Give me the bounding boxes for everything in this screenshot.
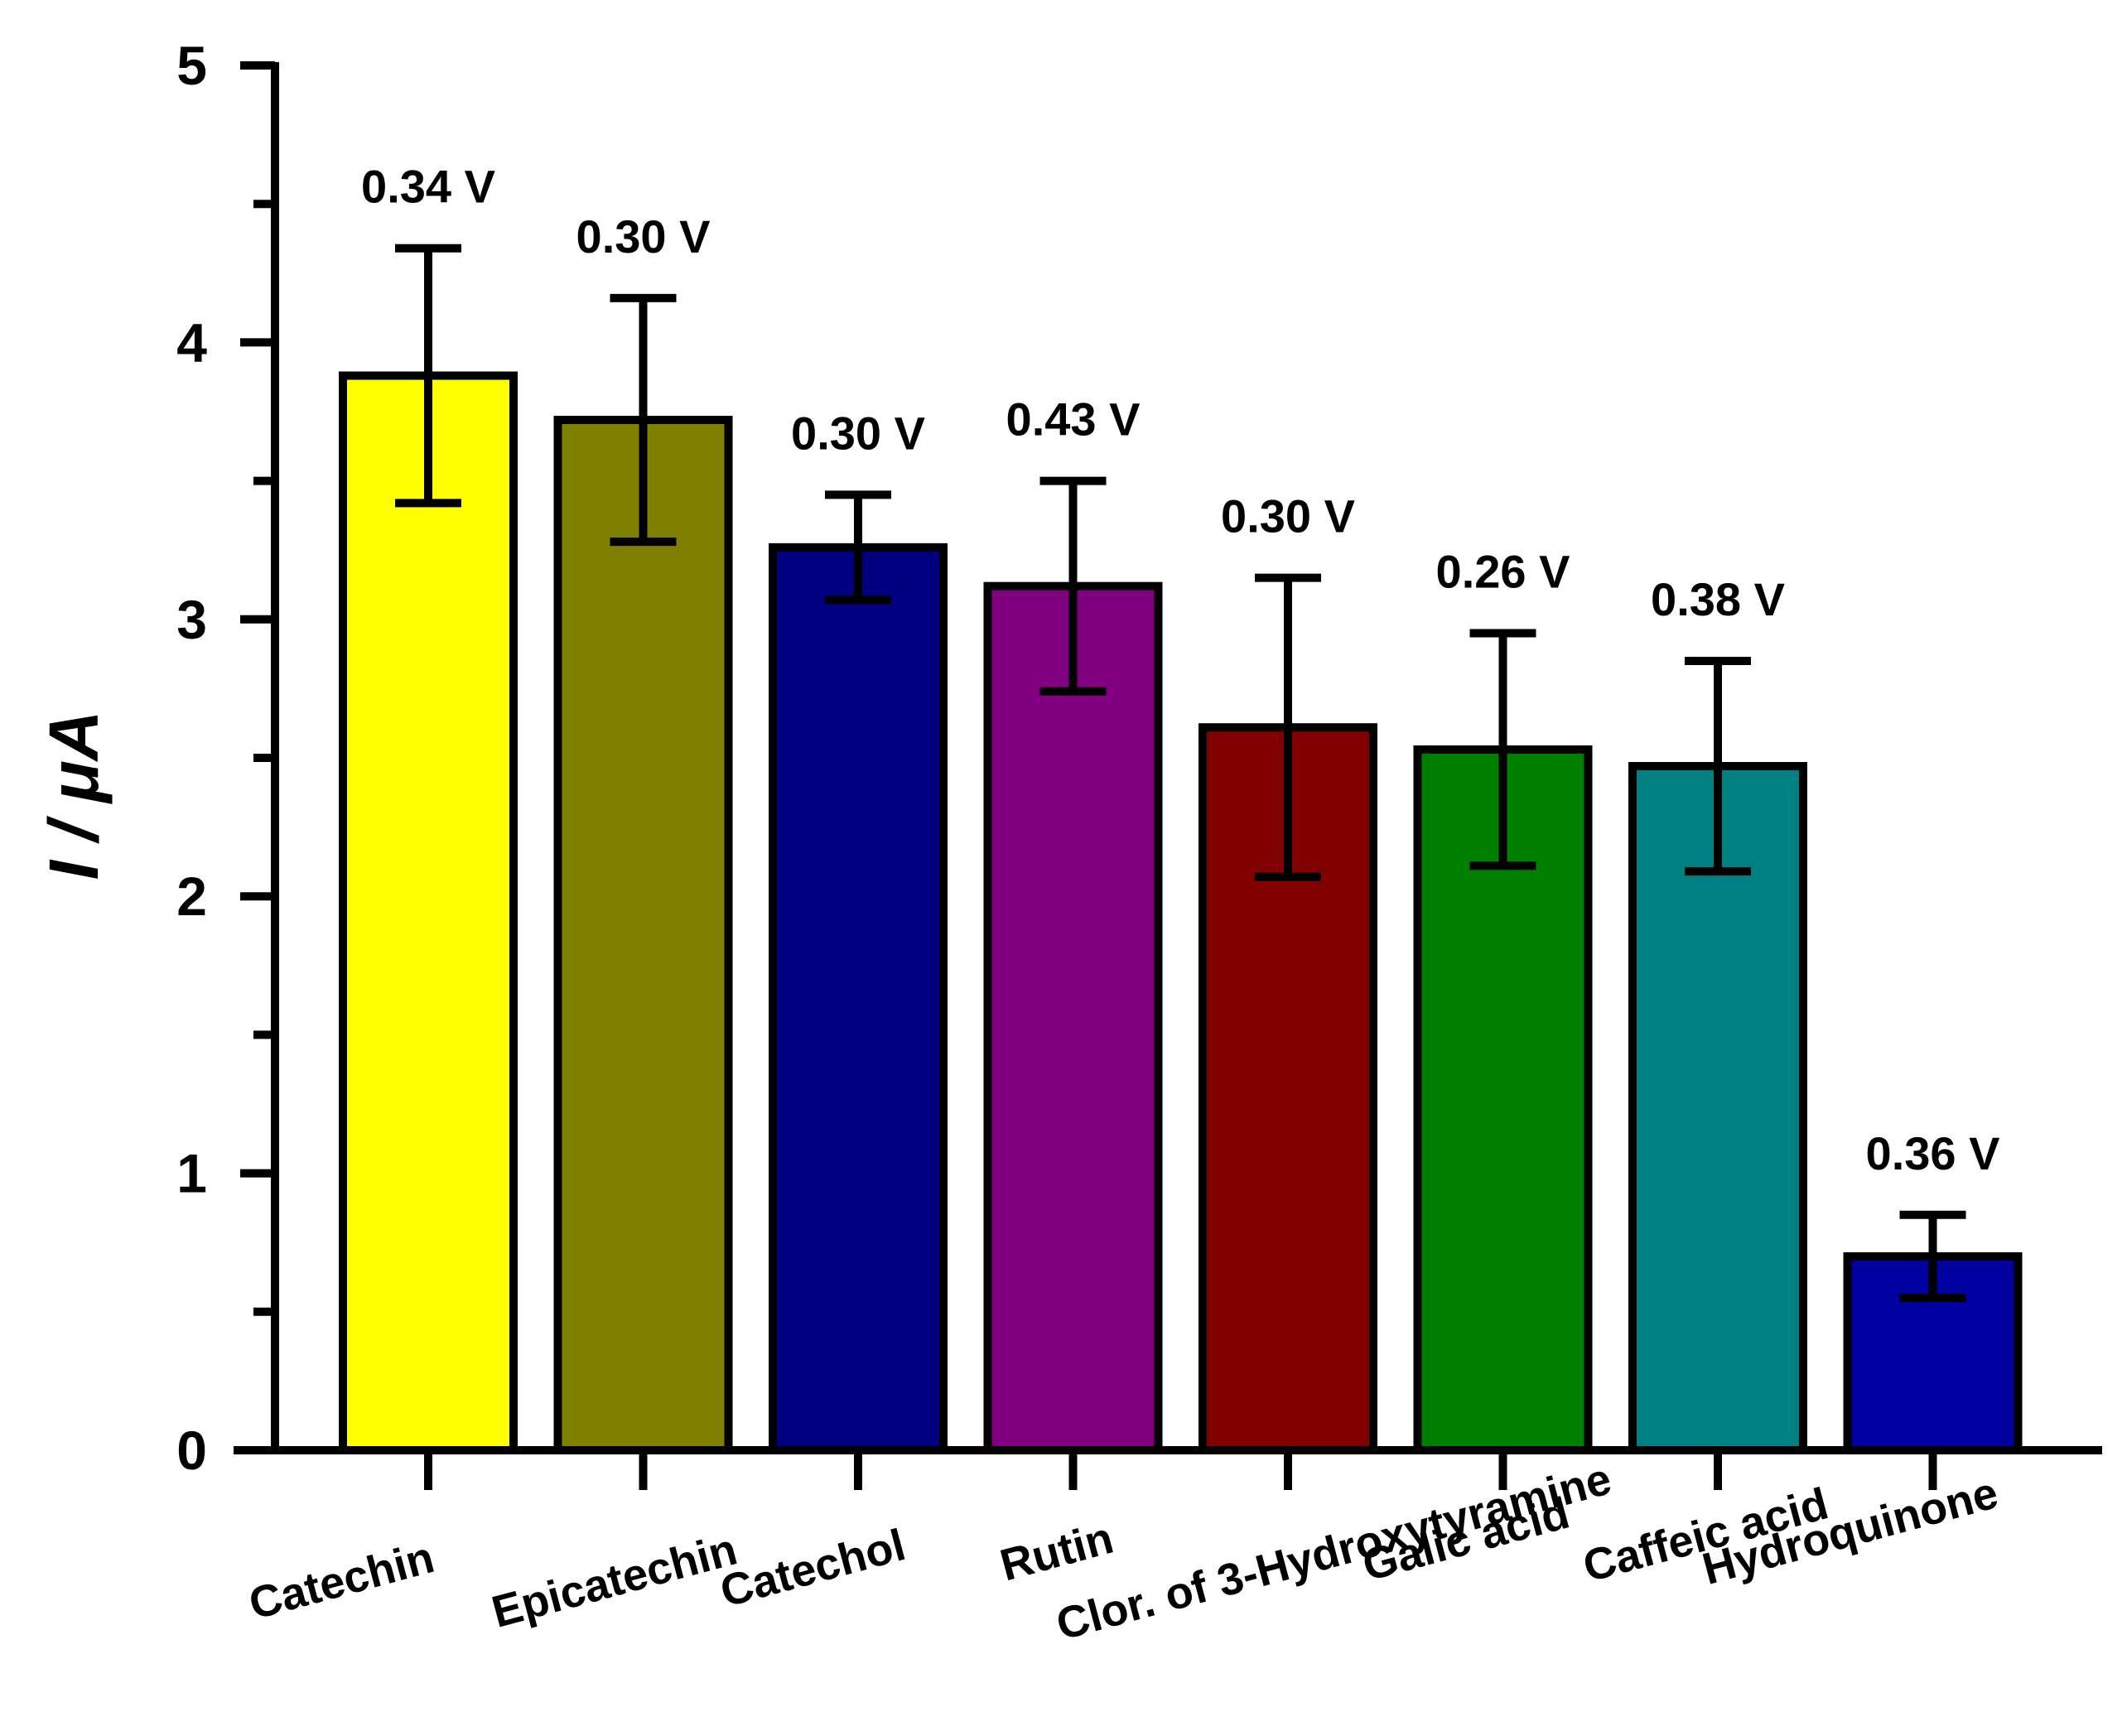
- y-tick-label: 2: [176, 866, 207, 927]
- y-tick-label: 5: [176, 35, 207, 96]
- bar-annotation: 0.34 V: [361, 161, 495, 213]
- y-tick-labels: 0 1 2 3 4 5: [176, 35, 207, 1481]
- y-tick-label: 1: [176, 1143, 207, 1204]
- error-bars: [395, 244, 1966, 1303]
- y-tick-label: 3: [176, 589, 207, 650]
- x-category-label: Catechin: [244, 1532, 439, 1629]
- y-axis-label: I / μA: [35, 711, 113, 880]
- x-category-label: Epicatechin: [487, 1524, 742, 1637]
- x-ticks: [424, 1450, 1937, 1490]
- x-category-label: Rutin: [995, 1513, 1118, 1591]
- x-category-label: Catechol: [715, 1520, 910, 1617]
- bar: [553, 416, 733, 1455]
- y-tick-label: 4: [176, 311, 207, 373]
- bar: [769, 542, 948, 1455]
- bar-annotation: 0.26 V: [1436, 546, 1570, 598]
- bar: [339, 371, 518, 1455]
- bar: [983, 581, 1163, 1454]
- bar-annotation: 0.30 V: [1221, 490, 1355, 542]
- bar-annotations: 0.34 V 0.30 V 0.30 V 0.43 V 0.30 V 0.26 V 0.38…: [361, 161, 1999, 1179]
- x-category-label: Clor. of 3-Hydroxytyramine: [1051, 1454, 1616, 1650]
- bar-annotation: 0.38 V: [1651, 573, 1785, 625]
- y-tick-label: 0: [176, 1420, 207, 1481]
- bars: [339, 371, 2023, 1455]
- bar-annotation: 0.30 V: [791, 407, 925, 459]
- bar-annotation: 0.30 V: [576, 210, 711, 263]
- bar-annotation: 0.43 V: [1006, 393, 1141, 446]
- bar-annotation: 0.36 V: [1866, 1127, 2000, 1179]
- bar: [1628, 762, 1807, 1454]
